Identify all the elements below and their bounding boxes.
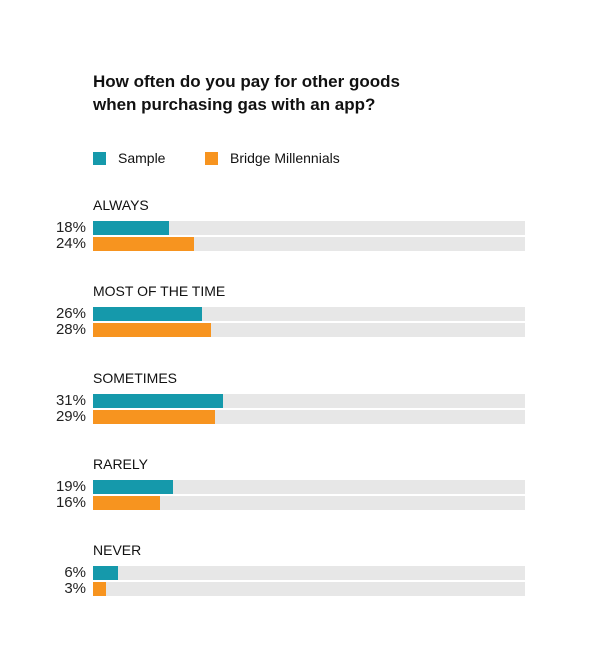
- data-label: 18%: [55, 219, 86, 236]
- bar-track: [93, 237, 525, 251]
- data-label: 29%: [55, 407, 86, 425]
- bar: [93, 582, 106, 597]
- category-group: MOST OF THE TIME 26% 28%: [0, 283, 600, 353]
- bar-track: [93, 479, 525, 494]
- data-label: 19%: [55, 477, 86, 495]
- bar-track: [93, 566, 525, 581]
- category-label: SOMETIMES: [93, 369, 178, 386]
- legend-swatch-sample: [93, 151, 106, 165]
- category-label: RARELY: [93, 455, 148, 472]
- bar-track: [93, 582, 525, 597]
- bar: [93, 393, 224, 408]
- bar: [93, 323, 211, 338]
- bar: [93, 237, 194, 251]
- data-label: 24%: [55, 235, 86, 252]
- data-label: 31%: [55, 391, 86, 409]
- category-group: ALWAYS 18% 24%: [0, 197, 600, 267]
- bar-row: 18%: [0, 219, 600, 236]
- bar-track: [93, 495, 525, 510]
- data-label: 6%: [64, 564, 86, 582]
- bar-track: [93, 221, 525, 235]
- chart-title-line-2: when purchasing gas with an app?: [93, 95, 376, 114]
- bar: [93, 495, 161, 510]
- category-label: NEVER: [93, 542, 142, 559]
- legend-item-bridge-millennials: Bridge Millennials: [205, 150, 340, 166]
- bar-track: [93, 393, 525, 408]
- bar: [93, 307, 203, 322]
- bar-track: [93, 323, 525, 338]
- bar-row: 16%: [0, 493, 600, 511]
- bar-track: [93, 409, 525, 424]
- category-group: SOMETIMES 31% 29%: [0, 370, 600, 440]
- bar-row: 31%: [0, 391, 600, 409]
- bar-row: 26%: [0, 305, 600, 323]
- legend-label-bridge-millennials: Bridge Millennials: [230, 150, 340, 166]
- bar: [93, 221, 169, 235]
- bar-row: 29%: [0, 407, 600, 425]
- legend-label-sample: Sample: [118, 150, 166, 166]
- data-label: 26%: [55, 305, 86, 323]
- bar: [93, 409, 215, 424]
- category-label: MOST OF THE TIME: [93, 283, 226, 300]
- category-label: ALWAYS: [93, 197, 149, 213]
- data-label: 3%: [64, 580, 86, 598]
- category-group: NEVER 6% 3%: [0, 542, 600, 612]
- bar-row: 28%: [0, 321, 600, 339]
- bar-row: 24%: [0, 235, 600, 252]
- bar: [93, 566, 119, 581]
- chart-title-line-1: How often do you pay for other goods: [93, 72, 400, 91]
- legend-swatch-bridge-millennials: [205, 151, 218, 165]
- data-label: 16%: [55, 493, 86, 511]
- legend-item-sample: Sample: [93, 150, 165, 166]
- bar-row: 19%: [0, 477, 600, 495]
- category-group: RARELY 19% 16%: [0, 456, 600, 526]
- bar-row: 3%: [0, 580, 600, 598]
- bar-row: 6%: [0, 564, 600, 582]
- bar: [93, 479, 173, 494]
- chart-title: How often do you pay for other goods whe…: [93, 70, 513, 116]
- data-label: 28%: [55, 321, 86, 339]
- bar-track: [93, 307, 525, 322]
